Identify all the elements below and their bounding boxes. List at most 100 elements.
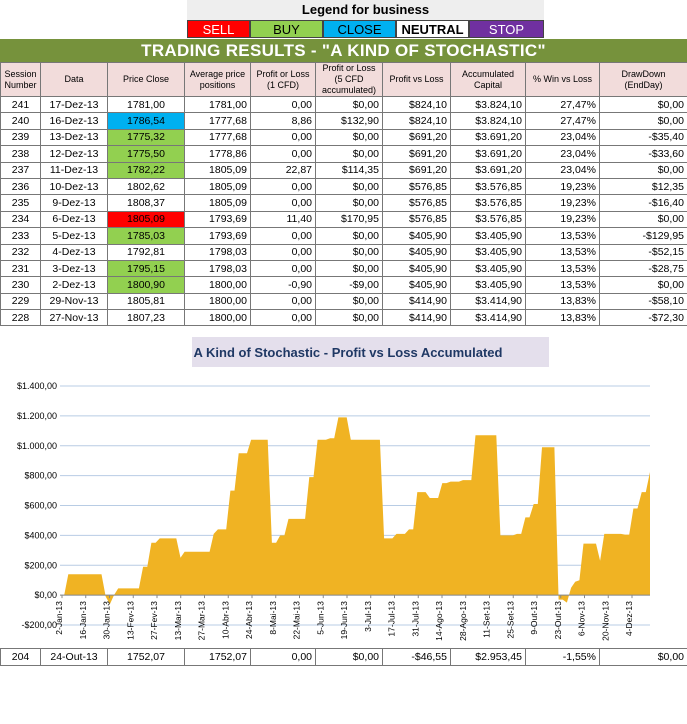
cell-pvl: $824,10 xyxy=(382,112,451,130)
cell-pvl: $691,20 xyxy=(382,145,451,163)
y-tick-label: $200,00 xyxy=(24,560,57,570)
cell-capital: $2.953,45 xyxy=(450,648,526,666)
cell-drawdown: $0,00 xyxy=(599,210,687,229)
cell-session: 231 xyxy=(0,259,41,278)
banner-title: TRADING RESULTS - "A KIND OF STOCHASTIC" xyxy=(0,39,687,62)
cell-avg: 1805,09 xyxy=(184,161,251,179)
x-tick-label: 8-Mai-13 xyxy=(268,601,278,635)
cell-drawdown: -$28,75 xyxy=(599,259,687,278)
cell-date: 3-Dez-13 xyxy=(40,259,108,278)
column-header: % Win vs Loss xyxy=(525,62,600,97)
column-header: Session Number xyxy=(0,62,41,97)
cell-pl1: 0,00 xyxy=(250,309,316,327)
table-row: 234 6-Dez-13 1805,09 1793,69 11,40 $170,95 $57… xyxy=(0,210,687,229)
cell-capital: $3.405,90 xyxy=(450,243,526,261)
cell-pl5: $170,95 xyxy=(315,210,383,229)
x-tick-label: 28-Ago-13 xyxy=(458,601,468,641)
legend-stop-loss: STOP LOSS xyxy=(469,20,544,55)
x-tick-label: 10-Abr-13 xyxy=(220,601,230,639)
x-tick-label: 13-Mar-13 xyxy=(173,601,183,640)
column-header: Profit vs Loss xyxy=(382,62,451,97)
cell-capital: $3.691,20 xyxy=(450,128,526,147)
cell-pl5: $0,00 xyxy=(315,309,383,327)
cell-capital: $3.414,90 xyxy=(450,292,526,311)
x-tick-label: 5-Jun-13 xyxy=(315,601,325,635)
cell-session: 236 xyxy=(0,177,41,196)
table-row: 235 9-Dez-13 1808,37 1805,09 0,00 $0,00 $576,8… xyxy=(0,194,687,212)
cell-pvl: $405,90 xyxy=(382,227,451,245)
cell-session: 237 xyxy=(0,161,41,179)
cell-pl1: 0,00 xyxy=(250,292,316,311)
cell-pl1: 8,86 xyxy=(250,112,316,130)
cell-date: 12-Dez-13 xyxy=(40,145,108,163)
cell-pvl: $405,90 xyxy=(382,259,451,278)
cell-pl1: 0,00 xyxy=(250,177,316,196)
cell-drawdown: $12,35 xyxy=(599,177,687,196)
table-row: 233 5-Dez-13 1785,03 1793,69 0,00 $0,00 $405,9… xyxy=(0,227,687,245)
cell-pl5: $0,00 xyxy=(315,194,383,212)
cell-capital: $3.824,10 xyxy=(450,95,526,114)
cell-winloss: 13,53% xyxy=(525,259,600,278)
x-tick-label: 31-Jul-13 xyxy=(410,601,420,637)
cell-capital: $3.576,85 xyxy=(450,210,526,229)
cell-price: 1782,22 xyxy=(107,161,185,179)
cell-price: 1805,81 xyxy=(107,292,185,311)
cell-winloss: 23,04% xyxy=(525,128,600,147)
cell-pl5: $0,00 xyxy=(315,227,383,245)
chart-svg: A Kind of Stochastic - Profit vs Loss Ac… xyxy=(17,345,650,641)
x-tick-label: 6-Nov-13 xyxy=(577,601,587,636)
cell-session: 238 xyxy=(0,145,41,163)
x-tick-label: 25-Set-13 xyxy=(505,601,515,639)
y-tick-label: -$200,00 xyxy=(21,620,57,630)
cell-date: 10-Dez-13 xyxy=(40,177,108,196)
x-tick-label: 27-Mar-13 xyxy=(197,601,207,640)
cell-date: 16-Dez-13 xyxy=(40,112,108,130)
bottom-table: 204 24-Out-13 1752,07 1752,07 0,00 $0,00… xyxy=(0,648,687,666)
column-header: Profit or Loss (5 CFD accumulated) xyxy=(315,62,383,97)
area-series xyxy=(60,417,650,605)
x-tick-label: 27-Fev-13 xyxy=(149,601,159,640)
cell-pl5: $114,35 xyxy=(315,161,383,179)
x-tick-label: 3-Jul-13 xyxy=(363,601,373,632)
cell-date: 9-Dez-13 xyxy=(40,194,108,212)
cell-winloss: 13,53% xyxy=(525,227,600,245)
cell-price: 1807,23 xyxy=(107,309,185,327)
cell-winloss: 19,23% xyxy=(525,210,600,229)
x-tick-label: 20-Nov-13 xyxy=(600,601,610,641)
cell-drawdown: -$129,95 xyxy=(599,227,687,245)
trading-table: Session Number Data Price Close Average pri… xyxy=(0,62,687,343)
cell-drawdown: $0,00 xyxy=(599,95,687,114)
cell-pl1: 22,87 xyxy=(250,161,316,179)
cell-capital: $3.405,90 xyxy=(450,227,526,245)
column-header: Average price positions xyxy=(184,62,251,97)
cell-pl1: 0,00 xyxy=(250,648,316,666)
cell-avg: 1778,86 xyxy=(184,145,251,163)
cell-pl5: $0,00 xyxy=(315,648,383,666)
legend-close: CLOSE xyxy=(323,20,396,38)
cell-pl1: 11,40 xyxy=(250,210,316,229)
cell-pvl: $824,10 xyxy=(382,95,451,114)
cell-session: 229 xyxy=(0,292,41,311)
cell-drawdown: -$16,40 xyxy=(599,194,687,212)
cell-price: 1775,50 xyxy=(107,145,185,163)
cell-pvl: $405,90 xyxy=(382,243,451,261)
column-header: Accumulated Capital xyxy=(450,62,526,97)
cell-drawdown: -$35,40 xyxy=(599,128,687,147)
cell-drawdown: -$72,30 xyxy=(599,309,687,327)
cell-capital: $3.576,85 xyxy=(450,194,526,212)
cell-winloss: 27,47% xyxy=(525,112,600,130)
cell-price: 1802,62 xyxy=(107,177,185,196)
cell-pvl: $576,85 xyxy=(382,194,451,212)
column-header: Data xyxy=(40,62,108,97)
cell-winloss: 23,04% xyxy=(525,145,600,163)
table-row: 204 24-Out-13 1752,07 1752,07 0,00 $0,00… xyxy=(0,648,687,666)
cell-pl5: $132,90 xyxy=(315,112,383,130)
table-row: 239 13-Dez-13 1775,32 1777,68 0,00 $0,00 $691,… xyxy=(0,128,687,147)
cell-pl1: 0,00 xyxy=(250,259,316,278)
cell-drawdown: -$33,60 xyxy=(599,145,687,163)
cell-winloss: 13,53% xyxy=(525,243,600,261)
table-row: 231 3-Dez-13 1795,15 1798,03 0,00 $0,00 $405,9… xyxy=(0,259,687,278)
cell-drawdown: $0,00 xyxy=(599,276,687,294)
cell-winloss: 13,53% xyxy=(525,276,600,294)
x-tick-label: 22-Mai-13 xyxy=(292,601,302,640)
